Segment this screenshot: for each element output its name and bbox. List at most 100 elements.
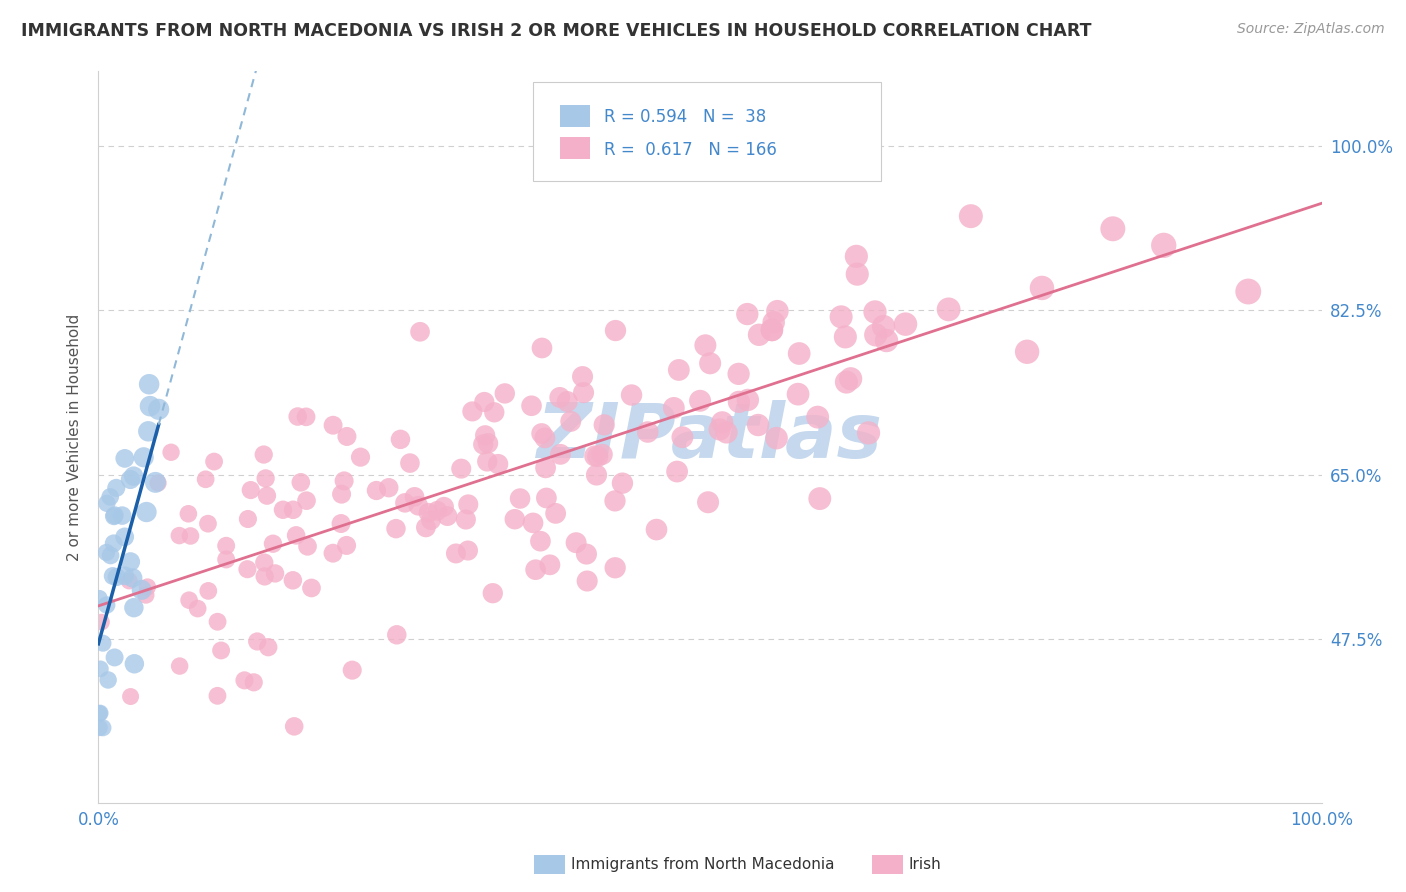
Point — [114, 568, 136, 582]
Point — [787, 387, 810, 401]
Point — [538, 558, 561, 572]
Point — [121, 571, 143, 585]
Point — [747, 417, 769, 432]
Point — [120, 555, 142, 569]
Point — [399, 456, 422, 470]
Point — [295, 493, 318, 508]
Point — [534, 461, 557, 475]
Point — [605, 324, 627, 338]
Point — [787, 346, 810, 360]
Point — [536, 491, 558, 505]
Point — [253, 556, 276, 570]
Point — [1237, 285, 1260, 299]
Point — [711, 415, 734, 429]
Point — [322, 418, 344, 433]
Point — [565, 535, 588, 549]
Point — [262, 537, 284, 551]
Point — [472, 395, 495, 409]
Point — [96, 545, 118, 559]
Point — [283, 719, 305, 733]
Point — [1153, 238, 1175, 252]
Point — [524, 563, 547, 577]
Point — [550, 447, 572, 461]
Point — [1031, 281, 1053, 295]
Y-axis label: 2 or more Vehicles in Household: 2 or more Vehicles in Household — [67, 313, 83, 561]
Bar — [560, 104, 591, 127]
Point — [197, 583, 219, 598]
Point — [89, 662, 111, 676]
Point — [366, 483, 388, 498]
Point — [461, 404, 484, 418]
Point — [138, 377, 160, 392]
Point — [301, 581, 323, 595]
Point — [534, 431, 557, 445]
Point — [666, 465, 689, 479]
Point — [100, 549, 122, 563]
Point — [620, 388, 643, 402]
Point — [728, 395, 751, 409]
Point — [349, 450, 371, 465]
Point — [530, 341, 553, 355]
Point — [254, 471, 277, 485]
Point — [748, 327, 770, 342]
Point — [281, 503, 304, 517]
Point — [444, 546, 467, 560]
Point — [179, 529, 201, 543]
Point — [169, 659, 191, 673]
Point — [530, 426, 553, 441]
Point — [103, 509, 125, 524]
Point — [253, 448, 276, 462]
Point — [96, 598, 118, 612]
Point — [378, 481, 401, 495]
Point — [89, 706, 111, 720]
Point — [342, 663, 364, 677]
Point — [762, 315, 785, 329]
Text: IMMIGRANTS FROM NORTH MACEDONIA VS IRISH 2 OR MORE VEHICLES IN HOUSEHOLD CORRELA: IMMIGRANTS FROM NORTH MACEDONIA VS IRISH… — [21, 22, 1091, 40]
Point — [457, 497, 479, 511]
Point — [645, 523, 668, 537]
Point — [135, 588, 157, 602]
Point — [322, 546, 344, 560]
Point — [197, 516, 219, 531]
Point — [124, 657, 146, 671]
Point — [408, 499, 430, 513]
Point — [603, 494, 626, 508]
Point — [136, 580, 159, 594]
Point — [472, 437, 495, 451]
Point — [509, 491, 531, 506]
Point — [105, 481, 128, 495]
Point — [548, 391, 571, 405]
Point — [120, 473, 142, 487]
Point — [295, 409, 318, 424]
Text: Irish: Irish — [908, 857, 941, 871]
Point — [575, 547, 598, 561]
Point — [385, 628, 408, 642]
Point — [835, 375, 858, 389]
Point — [605, 561, 627, 575]
Point — [576, 574, 599, 588]
Point — [544, 507, 567, 521]
Point — [409, 325, 432, 339]
Point — [120, 690, 142, 704]
Point — [91, 636, 114, 650]
Point — [233, 673, 256, 688]
Point — [765, 431, 787, 445]
Point — [114, 451, 136, 466]
Point — [591, 447, 613, 461]
Point — [697, 495, 720, 509]
Point — [148, 402, 170, 417]
Point — [477, 454, 499, 468]
Bar — [560, 136, 591, 159]
Point — [555, 394, 578, 409]
Point — [494, 386, 516, 401]
Point — [330, 487, 353, 501]
Point — [139, 399, 162, 413]
Point — [960, 209, 983, 223]
Point — [177, 593, 200, 607]
Point — [103, 536, 125, 550]
Point — [586, 450, 609, 464]
Point — [436, 509, 458, 524]
Point — [737, 392, 759, 407]
Point — [529, 534, 551, 549]
FancyBboxPatch shape — [533, 82, 882, 181]
